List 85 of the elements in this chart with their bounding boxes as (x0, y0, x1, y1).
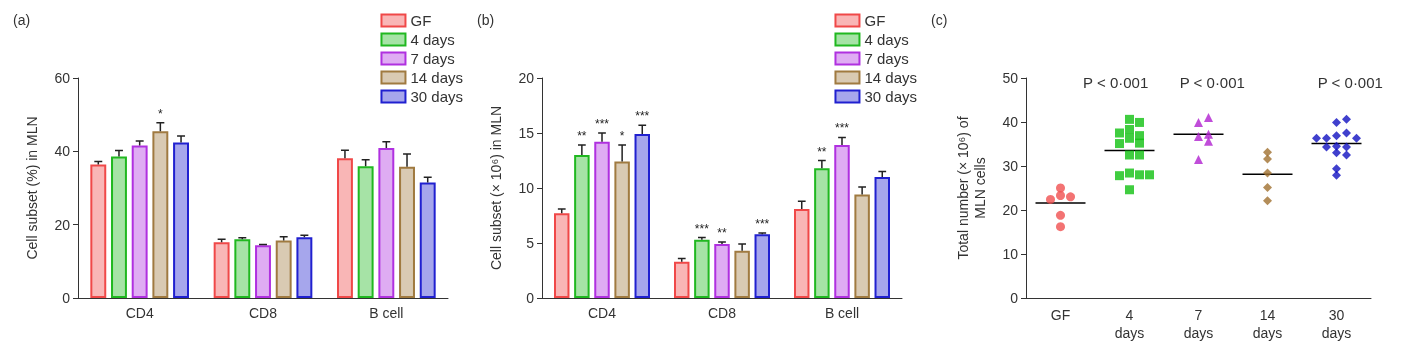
legend-label: GF (410, 12, 432, 29)
y-tick-label: 60 (54, 70, 71, 86)
bar (734, 250, 750, 298)
y-tick-label: 10 (518, 180, 535, 196)
x-tick-label: CD4 (587, 305, 617, 321)
bar (111, 156, 127, 298)
data-label: ** (717, 225, 727, 240)
bar (574, 155, 590, 298)
data-label: *** (755, 217, 770, 232)
bar (834, 145, 850, 298)
y-tick-label: 20 (518, 70, 535, 86)
y-tick-label: 0 (1010, 290, 1019, 306)
x-tick-label: B cell (824, 305, 860, 321)
chart-title: (a) (13, 12, 31, 28)
y-axis-title: Cell subset (%) in MLN (23, 116, 40, 260)
bar (173, 142, 189, 298)
y-tick-label: 5 (526, 235, 535, 251)
annotation: P < 0·001 (1083, 73, 1149, 91)
data-label: * (158, 106, 164, 121)
y-tick-label: 0 (526, 290, 535, 306)
y-tick-label: 30 (1002, 158, 1019, 174)
bar (614, 161, 630, 298)
y-axis-title: Cell subset (× 10⁶) in MLN (487, 105, 504, 271)
legend-label: 4 days (410, 31, 455, 48)
y-tick-label: 20 (54, 216, 71, 233)
legend-label: 4 days (864, 31, 909, 48)
x-tick-label: 14 days (1252, 307, 1283, 341)
bar (357, 166, 374, 298)
bar (754, 234, 770, 298)
y-tick-label: 50 (1002, 70, 1019, 86)
x-tick-label: 7 days (1183, 307, 1214, 341)
x-tick-label: B cell (369, 305, 404, 321)
bar (337, 158, 353, 298)
x-tick-label: CD4 (125, 305, 154, 321)
bar (814, 168, 830, 298)
data-label: *** (635, 109, 650, 124)
x-tick-label: CD8 (248, 305, 278, 321)
data-label: ** (577, 129, 587, 144)
bar (90, 164, 107, 298)
legend-label: 30 days (864, 88, 918, 105)
annotation: P < 0·001 (1317, 73, 1383, 91)
bar (131, 145, 148, 298)
bar (275, 240, 292, 298)
bar (634, 134, 650, 298)
bar (399, 166, 415, 298)
bar (213, 242, 230, 298)
bar (674, 261, 690, 298)
bar (234, 239, 251, 298)
y-tick-label: 40 (1002, 114, 1019, 130)
bar (255, 245, 271, 298)
bar (378, 148, 395, 298)
chart-title: (b) (477, 12, 495, 28)
y-tick-label: 15 (518, 125, 535, 141)
legend-label: GF (864, 12, 886, 29)
bar (594, 141, 610, 298)
x-tick-label: GF (1050, 307, 1071, 323)
legend-label: 30 days (410, 88, 464, 105)
y-axis-title: Total number (× 10⁶) of MLN cells (954, 116, 988, 260)
legend-label: 7 days (864, 50, 909, 67)
bar (152, 131, 169, 298)
legend-label: 14 days (864, 69, 918, 86)
bar (554, 213, 570, 298)
bar (854, 194, 870, 298)
x-tick-label: CD8 (707, 305, 737, 321)
legend-label: 14 days (410, 69, 464, 86)
bar (419, 182, 436, 298)
y-tick-label: 20 (1002, 202, 1019, 218)
legend-label: 7 days (410, 50, 455, 67)
x-tick-label: 4 days (1114, 307, 1145, 341)
annotation: P < 0·001 (1179, 73, 1245, 91)
data-label: *** (594, 117, 610, 131)
bar (694, 239, 710, 298)
data-label: * (619, 129, 625, 144)
bar (794, 208, 810, 298)
data-label: *** (834, 121, 850, 136)
bar (296, 237, 313, 298)
data-label: ** (817, 144, 827, 159)
x-tick-label: 30 days (1321, 307, 1352, 341)
y-tick-label: 0 (62, 290, 71, 306)
bar (874, 177, 890, 298)
bar (714, 244, 730, 298)
y-tick-label: 40 (54, 143, 71, 160)
y-tick-label: 10 (1002, 246, 1019, 262)
chart-title: (c) (931, 12, 948, 28)
data-label: *** (694, 221, 710, 236)
